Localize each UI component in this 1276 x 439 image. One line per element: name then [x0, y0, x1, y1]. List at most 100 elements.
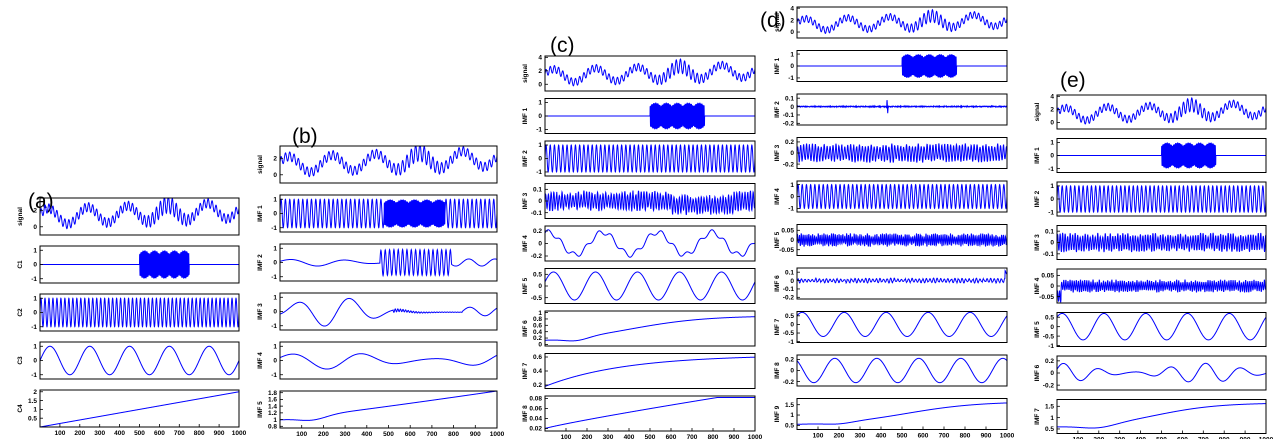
ytick-label: -0.2 — [783, 161, 795, 168]
subplot-a-3: 1 0 -1 C2 — [17, 293, 240, 332]
xtick-label: 900 — [214, 430, 225, 437]
panel-label-e: (e) — [1060, 69, 1086, 92]
ytick-label: -1 — [788, 206, 794, 213]
ytick-label: 0 — [790, 322, 794, 329]
ylabel: IMF 6 — [774, 275, 781, 292]
ytick-label: 2 — [538, 68, 542, 75]
trace-a-5 — [40, 391, 239, 427]
xtick-label: 700 — [939, 433, 950, 439]
xtick-label: 500 — [897, 433, 908, 439]
trace-e-2 — [1057, 142, 1266, 169]
subplot-b-6: 1.81.61.41.210.8 IMF 5 100 200 300 400 500 600 7… — [257, 390, 505, 438]
trace-c-1 — [545, 58, 755, 87]
ytick-label: -0.5 — [531, 295, 543, 302]
xtick-label: 200 — [1093, 437, 1104, 439]
ylabel: IMF 6 — [522, 320, 529, 337]
ylabel: IMF 2 — [522, 150, 529, 167]
xtick-label: 1000 — [490, 431, 505, 438]
ylabel: IMF 1 — [774, 57, 781, 74]
ytick-label: -0.2 — [783, 379, 795, 386]
ytick-label: 0.5 — [785, 423, 794, 430]
subplot-b-3: 1 0 -1 IMF 2 — [257, 243, 498, 282]
axes-frame-d-3 — [796, 93, 1008, 126]
ytick-label: 0 — [273, 211, 277, 218]
subplot-d-2: 1 0 -1 IMF 1 — [774, 50, 1008, 82]
axes-frame-d-1 — [796, 6, 1008, 39]
ytick-label: 0 — [1050, 153, 1054, 160]
subplot-c-8: 0.6 0.4 0.2 IMF 7 — [522, 353, 756, 389]
trace-c-8 — [545, 356, 755, 387]
xtick-label: 100 — [296, 431, 307, 438]
axes-frame-c-7 — [544, 310, 756, 347]
ytick-label: 2 — [790, 17, 794, 24]
axes-frame-b-1 — [279, 145, 498, 184]
ylabel: IMF 2 — [774, 101, 781, 118]
xtick-label: 600 — [405, 431, 416, 438]
ytick-label: -0.1 — [1043, 251, 1055, 258]
ytick-label: 1.2 — [268, 410, 277, 417]
axes-frame-b-5 — [279, 341, 498, 380]
ytick-label: -1 — [31, 324, 37, 331]
axes-frame-c-1 — [544, 55, 756, 92]
ytick-label: -1 — [1048, 166, 1054, 173]
ytick-label: -0.1 — [783, 286, 795, 293]
ytick-label: -0.1 — [783, 112, 795, 119]
ytick-label: 0 — [538, 342, 542, 349]
xtick-label: 700 — [174, 430, 185, 437]
ytick-label: -1 — [31, 372, 37, 379]
axes-frame-c-6 — [544, 268, 756, 304]
ytick-label: 0.8 — [268, 424, 277, 431]
axes-frame-c-9 — [544, 395, 756, 432]
ytick-label: -0.05 — [779, 247, 794, 254]
ylabel: IMF 5 — [774, 231, 781, 248]
xtick-label: 1000 — [1000, 433, 1015, 439]
xtick-label: 600 — [154, 430, 165, 437]
subplot-a-4: 1 0 -1 C3 — [17, 341, 240, 380]
ytick-label: 2 — [1050, 107, 1054, 114]
ytick-label: 0 — [33, 310, 37, 317]
ylabel: IMF 4 — [1034, 277, 1041, 294]
trace-d-7 — [797, 269, 1007, 285]
xtick-label: 500 — [645, 434, 656, 439]
trace-c-3 — [545, 144, 755, 173]
ylabel: IMF 3 — [1034, 234, 1041, 251]
xtick-label: 1000 — [748, 434, 763, 439]
trace-d-6 — [797, 232, 1007, 248]
ytick-label: 0.1 — [1045, 228, 1054, 235]
subplot-d-5: 1 0 -1 IMF 4 — [774, 180, 1008, 213]
ytick-label: 0 — [790, 63, 794, 70]
ytick-label: -0.1 — [531, 210, 543, 217]
ytick-label: 0.6 — [533, 323, 542, 330]
ytick-label: -1 — [271, 323, 277, 330]
ytick-label: 1 — [273, 245, 277, 252]
ylabel: signal — [522, 64, 529, 83]
trace-a-4 — [40, 345, 239, 376]
ytick-label: 2 — [273, 156, 277, 163]
trace-d-8 — [797, 311, 1007, 337]
xtick-label: 1000 — [232, 430, 247, 437]
ytick-label: 0 — [538, 198, 542, 205]
xtick-label: 700 — [426, 431, 437, 438]
xtick-label: 100 — [813, 433, 824, 439]
xtick-label: 900 — [1240, 437, 1251, 439]
trace-c-6 — [545, 271, 755, 301]
xtick-label: 800 — [1219, 437, 1230, 439]
ytick-label: 0 — [1050, 120, 1054, 127]
ytick-label: 1 — [273, 294, 277, 301]
ytick-label: 1 — [790, 412, 794, 419]
ytick-label: 0 — [1050, 370, 1054, 377]
trace-a-1 — [40, 198, 239, 230]
ytick-label: -0.5 — [783, 330, 795, 337]
xtick-label: 600 — [666, 434, 677, 439]
trace-c-5 — [545, 229, 755, 258]
axes-frame-d-4 — [796, 137, 1008, 169]
ytick-label: 0.2 — [533, 228, 542, 235]
xtick-label: 1000 — [1259, 437, 1274, 439]
xtick-label: 500 — [1156, 437, 1167, 439]
ylabel: IMF 8 — [774, 362, 781, 379]
